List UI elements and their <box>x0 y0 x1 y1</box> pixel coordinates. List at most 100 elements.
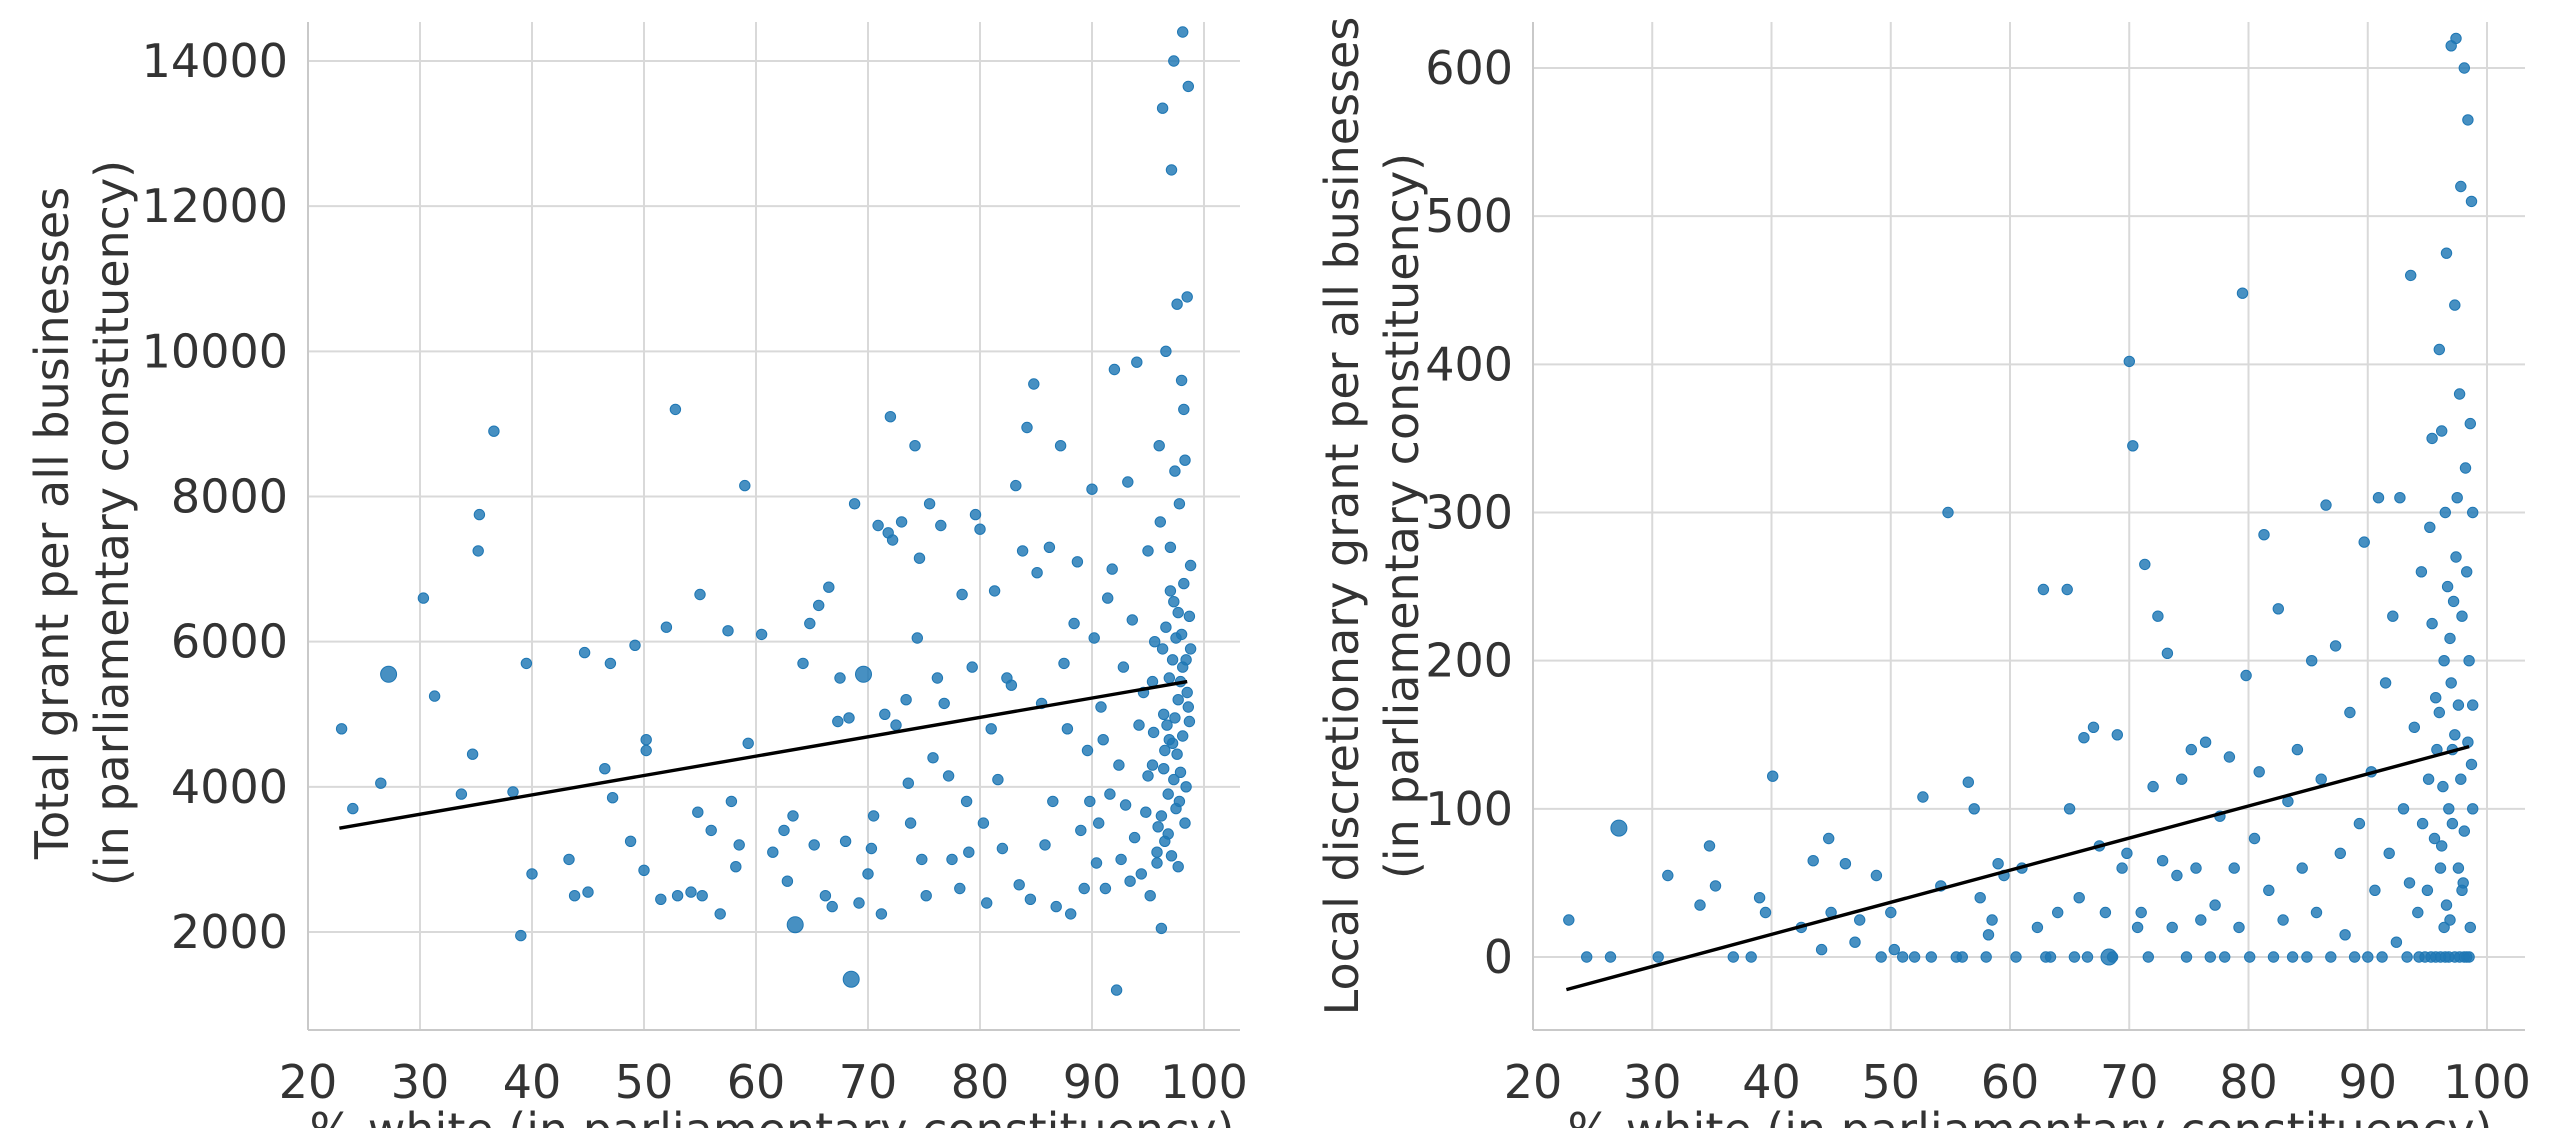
x-axis-label: % white (in parliamentary constituency) <box>309 1103 1234 1128</box>
data-point <box>1177 26 1189 38</box>
data-point <box>1151 857 1163 869</box>
data-point <box>2121 847 2133 859</box>
data-point <box>2379 677 2392 689</box>
data-point <box>2106 951 2119 963</box>
data-point <box>1160 621 1172 633</box>
data-point <box>578 646 591 659</box>
x-tick-label: 80 <box>951 1055 1010 1109</box>
x-tick-label: 50 <box>615 1055 674 1109</box>
data-point <box>956 588 968 601</box>
data-point <box>1767 770 1779 782</box>
data-point <box>2010 951 2022 963</box>
data-point <box>1142 770 1154 782</box>
data-point <box>1604 951 1617 963</box>
data-point <box>520 657 533 670</box>
data-point <box>2467 699 2479 711</box>
data-point <box>823 581 835 593</box>
data-point <box>1759 906 1772 919</box>
data-point <box>1175 374 1188 387</box>
data-point <box>1154 516 1167 528</box>
data-point <box>1124 875 1136 887</box>
data-point <box>2425 951 2437 963</box>
data-point <box>2087 721 2100 733</box>
data-point <box>655 893 667 905</box>
data-point <box>1745 951 1757 963</box>
data-point <box>985 723 997 735</box>
data-point <box>1102 592 1114 604</box>
data-point <box>2438 921 2450 934</box>
data-point <box>781 875 794 887</box>
data-point <box>2387 610 2399 622</box>
data-point <box>714 908 726 920</box>
data-point <box>694 588 706 601</box>
data-point <box>2401 951 2413 963</box>
data-point <box>884 411 897 423</box>
data-point <box>1982 929 1995 941</box>
data-point <box>1164 585 1177 597</box>
fit-line <box>339 679 1188 830</box>
data-point <box>1854 914 1866 926</box>
data-point <box>599 763 611 775</box>
x-tick-label: 90 <box>1063 1055 1122 1109</box>
data-point <box>954 882 966 895</box>
data-point <box>1146 759 1159 771</box>
data-point <box>2190 862 2202 874</box>
data-point <box>2358 536 2370 548</box>
data-point <box>660 621 673 633</box>
y-tick-label: 14000 <box>142 34 288 88</box>
data-point <box>2296 862 2308 874</box>
data-point <box>2416 817 2429 830</box>
data-point <box>2031 921 2044 934</box>
x-tick-label: 80 <box>2219 1055 2278 1109</box>
data-point <box>692 806 704 818</box>
data-point <box>2441 580 2454 593</box>
data-point <box>1179 454 1191 466</box>
data-point <box>916 853 928 866</box>
data-point <box>624 835 637 847</box>
data-point <box>1065 908 1077 920</box>
data-point <box>526 868 538 880</box>
data-point <box>966 661 978 673</box>
data-point <box>507 786 519 798</box>
data-point <box>942 770 955 782</box>
data-point <box>1106 563 1118 575</box>
data-point <box>1178 577 1190 590</box>
data-point <box>2301 951 2313 963</box>
data-point <box>1081 744 1094 757</box>
data-point <box>853 897 865 909</box>
data-point <box>2446 817 2459 830</box>
data-point <box>2457 877 2469 889</box>
data-point <box>1131 356 1143 368</box>
data-point <box>1113 759 1125 771</box>
data-point <box>2436 840 2448 852</box>
data-point <box>1110 984 1123 996</box>
data-point <box>969 508 982 521</box>
data-point <box>2111 729 2124 741</box>
data-point <box>568 890 581 902</box>
data-point <box>913 552 926 564</box>
data-point <box>1169 712 1181 724</box>
data-point <box>2383 847 2395 859</box>
data-point <box>2209 899 2221 911</box>
data-point <box>669 403 682 416</box>
data-point <box>2219 951 2231 963</box>
data-point <box>2263 884 2275 896</box>
data-point <box>963 846 975 858</box>
data-point <box>787 810 799 822</box>
data-point <box>2451 492 2463 504</box>
data-point <box>786 916 804 934</box>
data-point <box>1071 556 1084 568</box>
data-point <box>886 534 899 546</box>
data-point <box>1174 766 1187 778</box>
data-point <box>2171 869 2183 882</box>
data-point <box>2123 355 2136 368</box>
data-point <box>2422 773 2435 785</box>
axis-spines <box>307 22 1240 1031</box>
data-point <box>2291 743 2304 756</box>
data-point <box>1099 882 1112 895</box>
data-point <box>1155 810 1168 822</box>
data-points <box>1563 32 2479 966</box>
data-point <box>1694 899 1706 911</box>
data-point <box>2195 914 2207 926</box>
data-point <box>1177 730 1189 742</box>
